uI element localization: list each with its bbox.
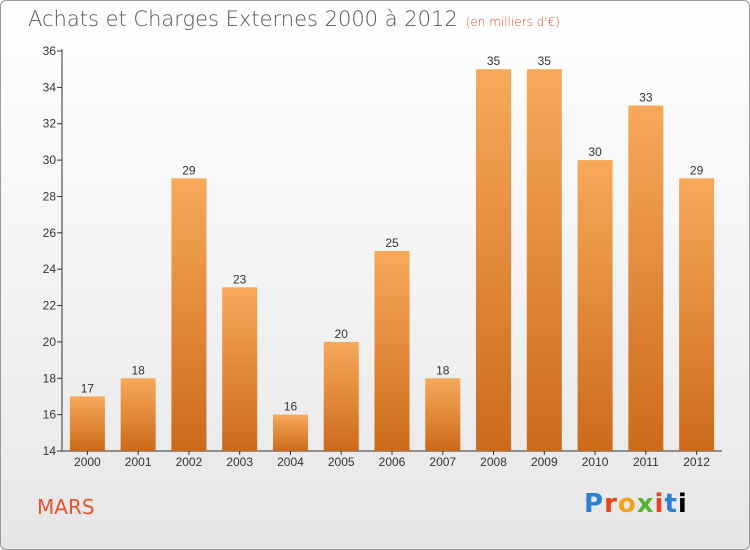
bar <box>120 378 156 451</box>
logo-letter: i <box>677 489 688 519</box>
chart-axes: 14 16 18 20 22 24 26 28 30 32 34 36 2000 2001 2002 2003… <box>43 44 722 469</box>
y-tick-label: 24 <box>43 262 57 276</box>
chart-title: Achats et Charges Externes 2000 à 2012 (e… <box>28 7 560 31</box>
x-tick-label: 2000 <box>74 455 101 469</box>
bar <box>374 251 410 451</box>
bar-value-label: 29 <box>690 163 704 177</box>
city-name: MARS <box>37 495 95 519</box>
x-tick-label: 2011 <box>633 455 659 469</box>
bar-value-label: 30 <box>588 145 602 159</box>
x-tick-label: 2012 <box>683 455 710 469</box>
bar-value-label: 18 <box>131 363 145 377</box>
bar <box>171 178 207 452</box>
x-tick-label: 2002 <box>176 455 203 469</box>
y-tick-label: 26 <box>43 226 57 240</box>
bar <box>69 396 105 451</box>
bar-value-label: 16 <box>284 400 298 414</box>
x-tick-label: 2007 <box>429 455 456 469</box>
bar <box>425 378 461 451</box>
bar-value-label: 33 <box>639 91 653 105</box>
x-tick-label: 2010 <box>582 455 609 469</box>
y-tick-label: 16 <box>43 408 57 422</box>
logo-letter: i <box>654 489 665 519</box>
bar-value-label: 35 <box>538 54 552 68</box>
y-tick-label: 30 <box>43 153 57 167</box>
bar-value-label: 17 <box>81 381 95 395</box>
bar <box>679 178 715 452</box>
x-tick-label: 2009 <box>531 455 558 469</box>
x-tick-label: 2003 <box>226 455 253 469</box>
logo-letter: r <box>604 489 618 519</box>
bar-value-label: 25 <box>385 236 399 250</box>
y-tick-label: 22 <box>43 299 57 313</box>
chart-bars: 17 18 29 23 16 20 25 18 35 35 30 33 29 <box>69 54 715 452</box>
y-tick-label: 34 <box>43 80 57 94</box>
bar-value-label: 35 <box>487 54 501 68</box>
proxiti-logo[interactable]: Proxiti <box>584 489 688 519</box>
y-tick-label: 36 <box>43 44 57 58</box>
y-tick-label: 18 <box>43 371 57 385</box>
logo-letter: o <box>617 489 637 519</box>
bar-value-label: 23 <box>233 272 247 286</box>
logo-letter: P <box>584 489 605 519</box>
bar <box>526 69 562 451</box>
y-tick-label: 14 <box>43 444 57 458</box>
bar <box>476 69 512 451</box>
chart-title-text: Achats et Charges Externes 2000 à 2012 <box>28 7 458 31</box>
x-tick-label: 2008 <box>480 455 507 469</box>
y-tick-label: 32 <box>43 117 57 131</box>
bar <box>272 414 308 451</box>
x-tick-label: 2004 <box>277 455 304 469</box>
bar <box>628 105 664 451</box>
x-tick-label: 2006 <box>379 455 406 469</box>
bar-value-label: 29 <box>182 163 196 177</box>
x-tick-label: 2001 <box>125 455 152 469</box>
bar-value-label: 18 <box>436 363 450 377</box>
logo-letter: t <box>664 489 678 519</box>
bar <box>323 341 359 451</box>
y-tick-label: 28 <box>43 189 57 203</box>
bar-value-label: 20 <box>335 327 349 341</box>
x-tick-label: 2005 <box>328 455 355 469</box>
logo-letter: x <box>636 489 655 519</box>
bar <box>577 160 613 451</box>
y-tick-label: 20 <box>43 335 57 349</box>
bar <box>222 287 258 451</box>
chart-subtitle: (en milliers d'€) <box>465 15 560 29</box>
